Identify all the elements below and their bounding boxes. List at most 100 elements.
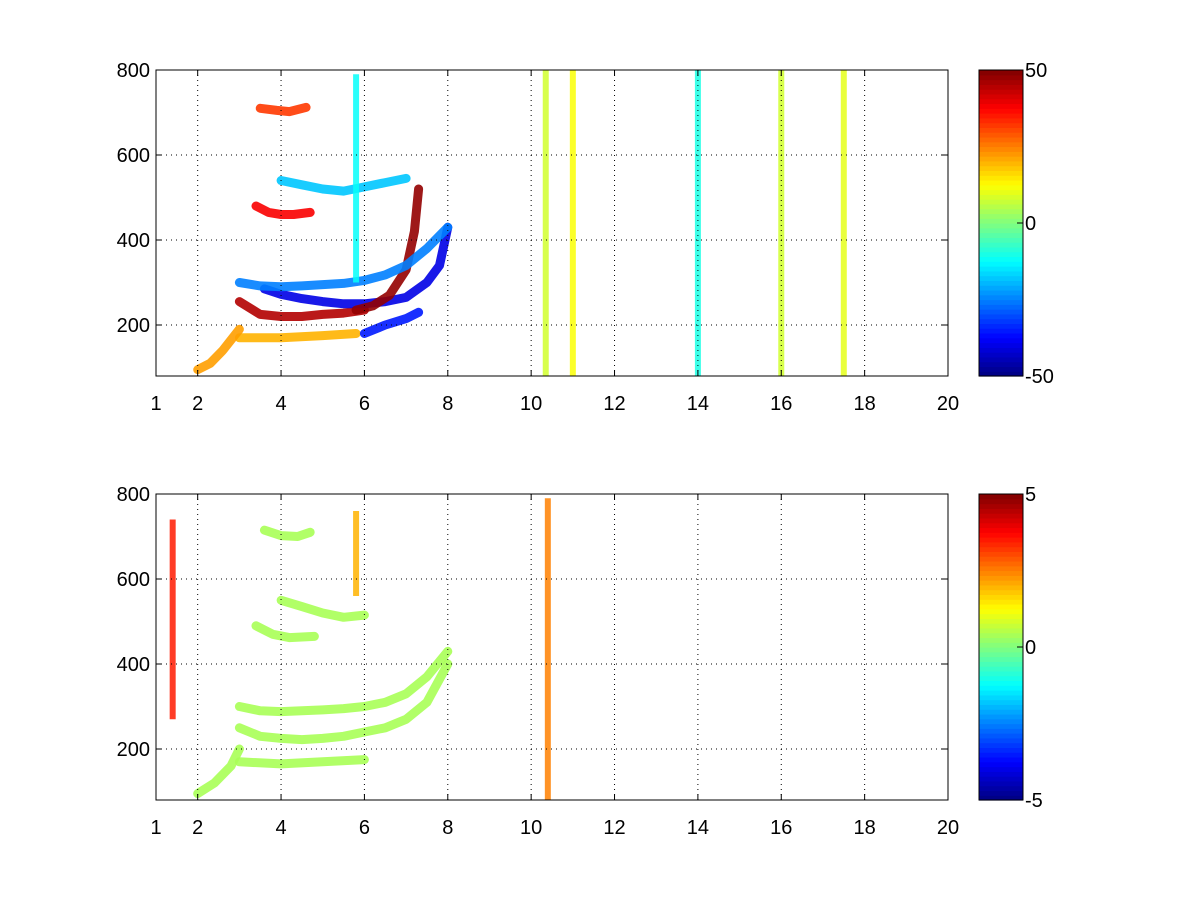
colorbar-segment [979, 270, 1023, 277]
x-tick-label: 14 [687, 817, 709, 839]
colorbar-segment [979, 584, 1023, 591]
colorbar-segment [979, 89, 1023, 95]
colorbar-segment [979, 285, 1023, 291]
colorbar-segment [979, 179, 1023, 186]
data-layer [193, 70, 847, 376]
x-tick-label: 18 [854, 817, 876, 839]
data-ridge-10 [255, 102, 311, 117]
colorbar-segment [979, 494, 1023, 500]
colorbar-segment [979, 699, 1023, 705]
data-column-14 [694, 70, 701, 376]
y-tick-label: 600 [117, 145, 150, 167]
colorbar-segment [979, 103, 1023, 109]
y-tick-label: 200 [117, 739, 150, 761]
x-tick-label: 4 [275, 393, 286, 415]
colorbar-tick-label: -50 [1025, 366, 1054, 388]
colorbar-segment [979, 313, 1023, 320]
colorbar-segment [979, 517, 1023, 524]
colorbar-segment [979, 771, 1023, 777]
grid-lines [156, 70, 948, 376]
colorbar-segment [979, 637, 1023, 643]
colorbar-segment [979, 141, 1023, 148]
y-tick-label: 800 [117, 60, 150, 82]
colorbar-segment [979, 565, 1023, 572]
colorbar-segment [979, 603, 1023, 610]
colorbar-segment [979, 127, 1023, 133]
colorbar-segment [979, 651, 1023, 658]
colorbar-segment [979, 318, 1023, 325]
x-tick-label: 8 [442, 393, 453, 415]
x-tick-label: 20 [937, 393, 959, 415]
colorbar-segment [979, 246, 1023, 253]
colorbar-segment [979, 146, 1023, 152]
data-ridge-7 [193, 324, 244, 375]
colorbar-segment [979, 74, 1023, 81]
colorbar-segment [979, 537, 1023, 543]
colorbar-segment [979, 98, 1023, 105]
colorbar-segment [979, 742, 1023, 749]
colorbar-segment [979, 728, 1023, 734]
colorbar-segment [979, 752, 1023, 758]
colorbar-segment [979, 575, 1023, 581]
x-tick-label: 2 [192, 817, 203, 839]
colorbar-segment [979, 761, 1023, 768]
colorbar-segment [979, 546, 1023, 552]
colorbar-segment [979, 70, 1023, 76]
colorbar-segment [979, 560, 1023, 567]
colorbar-tick-label: 5 [1025, 484, 1036, 506]
colorbar-segment [979, 709, 1023, 715]
colorbar-segment [979, 666, 1023, 672]
colorbar: -50 0 50 [978, 60, 1054, 388]
colorbar-segment [979, 570, 1023, 576]
x-tick-label: 20 [937, 817, 959, 839]
x-tick-label: 12 [603, 393, 625, 415]
x-tick-label: 10 [520, 393, 542, 415]
colorbar-segment [979, 203, 1023, 210]
colorbar-segment [979, 780, 1023, 787]
colorbar-segment [979, 785, 1023, 792]
x-tick-label: 14 [687, 393, 709, 415]
colorbar-segment [979, 532, 1023, 538]
colorbar-tick-label: 50 [1025, 60, 1047, 82]
colorbar-tick-label: 0 [1025, 637, 1036, 659]
colorbar-segment [979, 580, 1023, 586]
colorbar-segment [979, 713, 1023, 720]
data-ridge-3 [193, 744, 244, 799]
x-tick-label: 18 [854, 393, 876, 415]
axes-frame [155, 69, 949, 377]
colorbar-segment [979, 232, 1023, 238]
colorbar-segment [979, 251, 1023, 258]
colorbar-segment [979, 618, 1023, 624]
colorbar-segment [979, 332, 1023, 339]
x-tick-label: 6 [359, 817, 370, 839]
x-tick-label: 12 [603, 817, 625, 839]
colorbar-segment [979, 342, 1023, 348]
colorbar-segment [979, 93, 1023, 100]
colorbar-tick-label: -5 [1025, 790, 1043, 812]
colorbar-segment [979, 237, 1023, 243]
colorbar-segment [979, 356, 1023, 363]
y-tick-label: 400 [117, 230, 150, 252]
colorbar-segment [979, 132, 1023, 138]
data-ridge-1 [234, 659, 453, 745]
y-tick-label: 400 [117, 654, 150, 676]
x-tick-label: 16 [770, 817, 792, 839]
x-tick-label: 4 [275, 817, 286, 839]
colorbar-segment [979, 113, 1023, 119]
colorbar-segment [979, 589, 1023, 596]
data-layer [169, 498, 551, 800]
x-tick-label: 16 [770, 393, 792, 415]
data-column-12 [569, 70, 576, 376]
colorbar-segment [979, 776, 1023, 782]
colorbar-segment [979, 289, 1023, 296]
colorbar-segment [979, 361, 1023, 368]
colorbar-segment [979, 599, 1023, 605]
colorbar-segment [979, 165, 1023, 172]
colorbar-segment [979, 613, 1023, 619]
data-ridge-7 [259, 525, 315, 541]
x-tick-label: 1 [150, 817, 161, 839]
data-ridge-5 [251, 621, 319, 643]
colorbar-segment [979, 642, 1023, 648]
